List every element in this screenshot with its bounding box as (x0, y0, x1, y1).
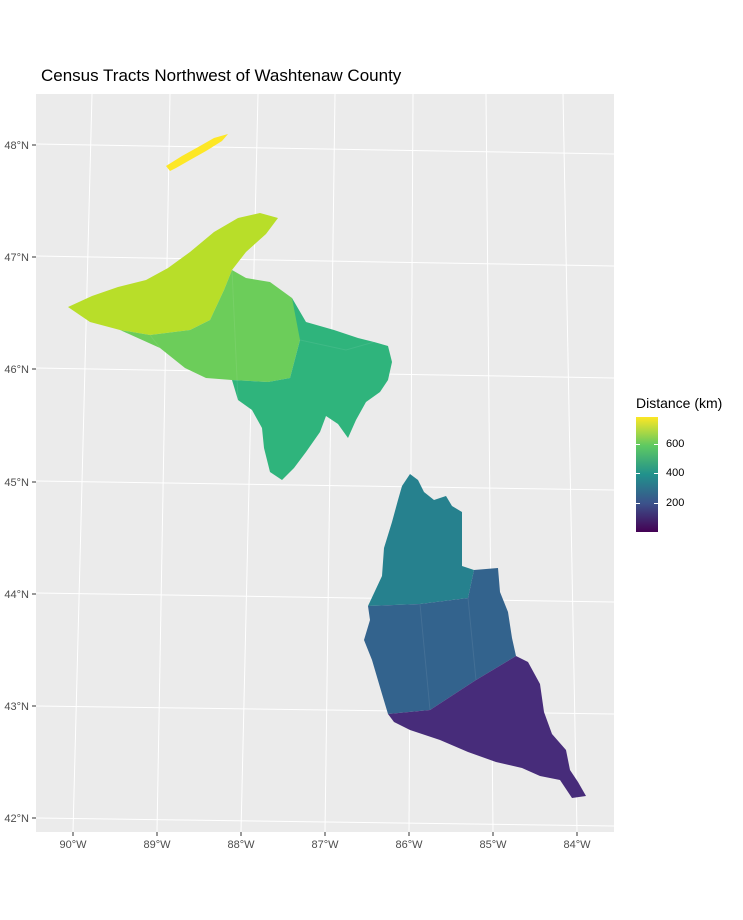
tract-boundary (467, 597, 477, 681)
tract-boundaries (149, 269, 477, 711)
x-tick-label: 89°W (143, 839, 171, 851)
region-lp-central (364, 568, 516, 714)
tract-boundary (419, 603, 431, 711)
legend-colorbar: 600 400 200 (636, 417, 684, 532)
parallel-44 (35, 592, 615, 603)
legend-tick-label: 400 (666, 467, 685, 480)
x-tick-label: 84°W (563, 839, 591, 851)
tract-boundary (299, 339, 375, 351)
meridian-84 (562, 93, 578, 833)
y-axis-labels: 48°N 47°N 46°N 45°N 44°N 43°N 42°N (4, 140, 29, 825)
parallel-47 (35, 255, 615, 267)
x-tick-label: 87°W (311, 839, 339, 851)
y-tick-label: 48°N (4, 140, 29, 152)
region-lp-north (368, 474, 474, 606)
tract-boundary (231, 269, 239, 401)
legend: Distance (km) 600 400 200 (636, 395, 723, 532)
x-tick-label: 90°W (59, 839, 87, 851)
meridian-89 (156, 93, 171, 833)
legend-title: Distance (km) (636, 395, 723, 411)
legend-tick-label: 600 (666, 437, 685, 450)
y-tick-label: 47°N (4, 252, 29, 264)
legend-tick (636, 443, 658, 445)
y-tick-label: 43°N (4, 701, 29, 713)
legend-tick (636, 473, 658, 475)
y-tick-label: 42°N (4, 813, 29, 825)
axis-ticks (32, 144, 578, 836)
meridian-87 (324, 93, 336, 833)
parallel-45 (35, 480, 615, 491)
x-tick-label: 88°W (227, 839, 255, 851)
chart-title: Census Tracts Northwest of Washtenaw Cou… (41, 66, 402, 85)
region-isle-royale (166, 134, 228, 171)
legend-tick-label: 200 (666, 496, 685, 509)
x-axis-labels: 90°W 89°W 88°W 87°W 86°W 85°W 84°W (59, 839, 591, 851)
region-up-east (232, 298, 392, 480)
x-tick-label: 85°W (479, 839, 507, 851)
region-up-west (68, 213, 278, 335)
x-tick-label: 86°W (395, 839, 423, 851)
y-tick-label: 46°N (4, 364, 29, 376)
parallel-48 (35, 143, 615, 155)
meridian-90 (72, 93, 93, 833)
legend-tick (636, 502, 658, 504)
y-tick-label: 45°N (4, 477, 29, 489)
region-lp-south (388, 656, 586, 798)
tract-boundary (149, 334, 161, 349)
y-tick-label: 44°N (4, 589, 29, 601)
region-up-central (120, 270, 300, 382)
